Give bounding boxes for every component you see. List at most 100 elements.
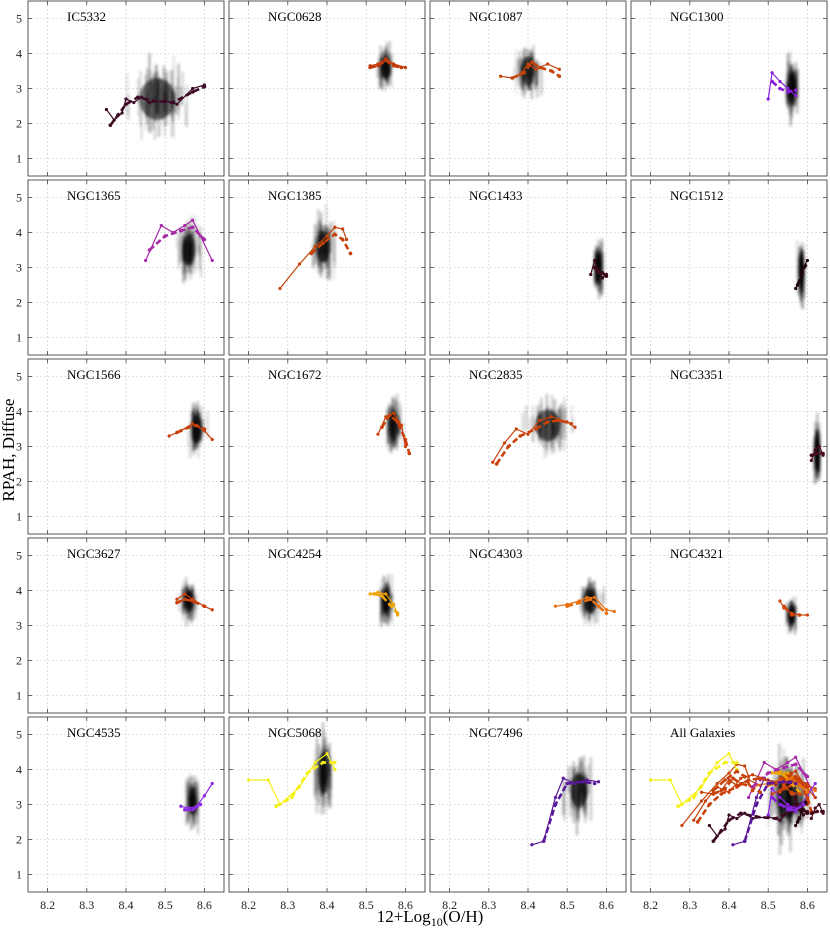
series-dashed-line (184, 803, 202, 812)
density-streak (568, 778, 571, 817)
data-point (778, 795, 782, 800)
series-dashed-line (109, 85, 205, 127)
gridlines (430, 359, 626, 534)
data-point (585, 595, 589, 600)
data-point (191, 422, 195, 426)
data-point (770, 795, 774, 800)
density-core (181, 234, 196, 266)
data-point (809, 458, 813, 463)
data-point (707, 771, 712, 775)
data-point (179, 804, 183, 808)
data-point (786, 771, 790, 775)
data-point (553, 802, 558, 807)
gridlines (28, 180, 224, 355)
panels-grid: 1 2 3 4 5 IC5332 NGC0628 NGC1087 NGC1300 1 2 3 4 5 NGC… (16, 0, 828, 912)
data-point (183, 807, 187, 812)
density-streak (180, 86, 183, 106)
density-streak (570, 405, 573, 433)
data-point (805, 790, 810, 795)
data-point (715, 760, 719, 765)
data-point (742, 774, 747, 779)
y-tick-label: 5 (16, 728, 22, 742)
series-ngc5068-dashed (676, 760, 739, 809)
gridlines (229, 1, 425, 176)
series-dashed-line (176, 597, 205, 608)
x-label-subscript: 10 (431, 915, 443, 929)
y-tick-label: 2 (16, 117, 22, 131)
data-point (805, 258, 810, 263)
data-point (680, 823, 684, 828)
series (649, 752, 825, 847)
data-point (795, 283, 800, 287)
data-point (395, 611, 400, 616)
data-point (313, 760, 317, 765)
panel-title: NGC1672 (268, 367, 321, 382)
series-dashed (108, 84, 207, 128)
data-point (545, 420, 550, 424)
data-point (171, 100, 175, 105)
gridlines (631, 1, 827, 176)
data-point (348, 251, 353, 256)
data-point (557, 67, 561, 71)
data-point (731, 776, 735, 781)
data-point (147, 248, 152, 252)
data-point (175, 600, 179, 605)
data-point (754, 802, 759, 807)
series-dashed (380, 413, 412, 456)
data-point (723, 778, 727, 782)
data-point (778, 788, 782, 793)
panel-title: NGC4254 (268, 546, 322, 561)
series-dashed (183, 802, 203, 812)
x-tick-label: 8.4 (521, 898, 536, 912)
data-point (778, 79, 782, 84)
series-dashed (770, 79, 798, 94)
data-point (604, 608, 609, 612)
series-dashed (175, 597, 207, 609)
density-streak (772, 765, 776, 815)
data-point (691, 795, 696, 800)
data-point (786, 807, 790, 812)
gridlines (631, 180, 827, 355)
density-streak (793, 606, 796, 635)
data-point (793, 762, 798, 767)
data-point (175, 430, 179, 435)
x-tick-label: 8.2 (442, 898, 457, 912)
series (491, 415, 577, 466)
density-core (139, 78, 176, 120)
series (778, 599, 810, 617)
series-dashed (494, 418, 573, 466)
gridlines (28, 1, 224, 176)
data-point (778, 86, 782, 91)
data-point (124, 97, 128, 101)
series-ngc7496-dashed-line (743, 780, 796, 842)
data-point (821, 451, 825, 456)
gridlines (631, 359, 827, 534)
density-streak (376, 67, 379, 78)
data-point (805, 783, 810, 788)
series-dashed (592, 265, 609, 279)
series-dashed (809, 451, 825, 458)
data-point (746, 778, 751, 782)
series-ngc3351-dashed (809, 809, 825, 816)
data-point (782, 779, 786, 784)
data-point (380, 425, 384, 430)
data-point (210, 258, 214, 263)
density-core (318, 752, 328, 794)
y-tick-label: 2 (16, 296, 22, 310)
x-label-rest: (O/H) (443, 907, 484, 926)
data-point (766, 771, 770, 775)
density-streak (528, 417, 532, 432)
data-point (553, 604, 558, 608)
series (376, 411, 412, 456)
data-point (140, 95, 144, 99)
density-streak (601, 251, 604, 291)
gridlines (229, 538, 425, 713)
data-point (191, 86, 195, 91)
density-streak (192, 588, 195, 607)
panel-title: NGC3351 (670, 367, 723, 382)
data-point (403, 65, 407, 70)
data-point (376, 432, 380, 436)
density-cloud (561, 755, 593, 836)
data-point (116, 112, 120, 117)
data-point (699, 790, 704, 794)
